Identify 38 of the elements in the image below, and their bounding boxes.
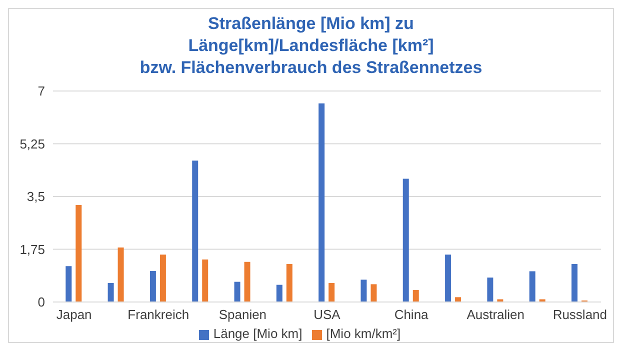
bar: [150, 270, 156, 302]
bar: [360, 280, 367, 302]
legend-label: Länge [Mio km]: [213, 326, 302, 341]
x-tick-label: Frankreich: [128, 307, 190, 322]
bar: [234, 282, 240, 302]
y-tick-label: 1,75: [20, 242, 45, 257]
x-tick-label: Japan: [56, 307, 92, 322]
bar: [160, 254, 166, 302]
y-tick-label: 7: [38, 84, 45, 99]
bar: [244, 262, 250, 302]
bar: [76, 204, 82, 302]
bar: [66, 266, 72, 302]
bar: [192, 160, 198, 302]
legend-label: [Mio km/km²]: [326, 326, 401, 341]
x-tick-label: Australien: [466, 307, 525, 322]
bar: [318, 103, 325, 302]
x-tick-label: Spanien: [218, 307, 267, 322]
bar: [370, 284, 377, 302]
bar: [445, 254, 452, 302]
bar: [202, 260, 208, 302]
bar: [571, 264, 578, 302]
bar: [529, 271, 536, 302]
bar: [118, 247, 124, 302]
bar: [286, 264, 292, 302]
x-tick-label: USA: [314, 307, 341, 322]
bar: [455, 297, 462, 302]
y-tick-label: 3,5: [26, 189, 45, 204]
x-tick-label: Russland: [552, 307, 608, 322]
bar: [412, 290, 419, 302]
y-tick-label: 0: [38, 294, 45, 310]
bar: [487, 278, 494, 302]
y-tick-label: 5,25: [20, 136, 45, 152]
chart-title: Straßenlänge [Mio km] zu Länge[km]/Landesfläche [km²] bzw. Flächenverbrauch des Straßennetzes: [138, 13, 484, 79]
bar: [108, 283, 114, 302]
bar: [276, 284, 282, 302]
x-tick-label: China: [394, 307, 430, 322]
bar: [402, 178, 409, 302]
bar: [328, 283, 335, 302]
